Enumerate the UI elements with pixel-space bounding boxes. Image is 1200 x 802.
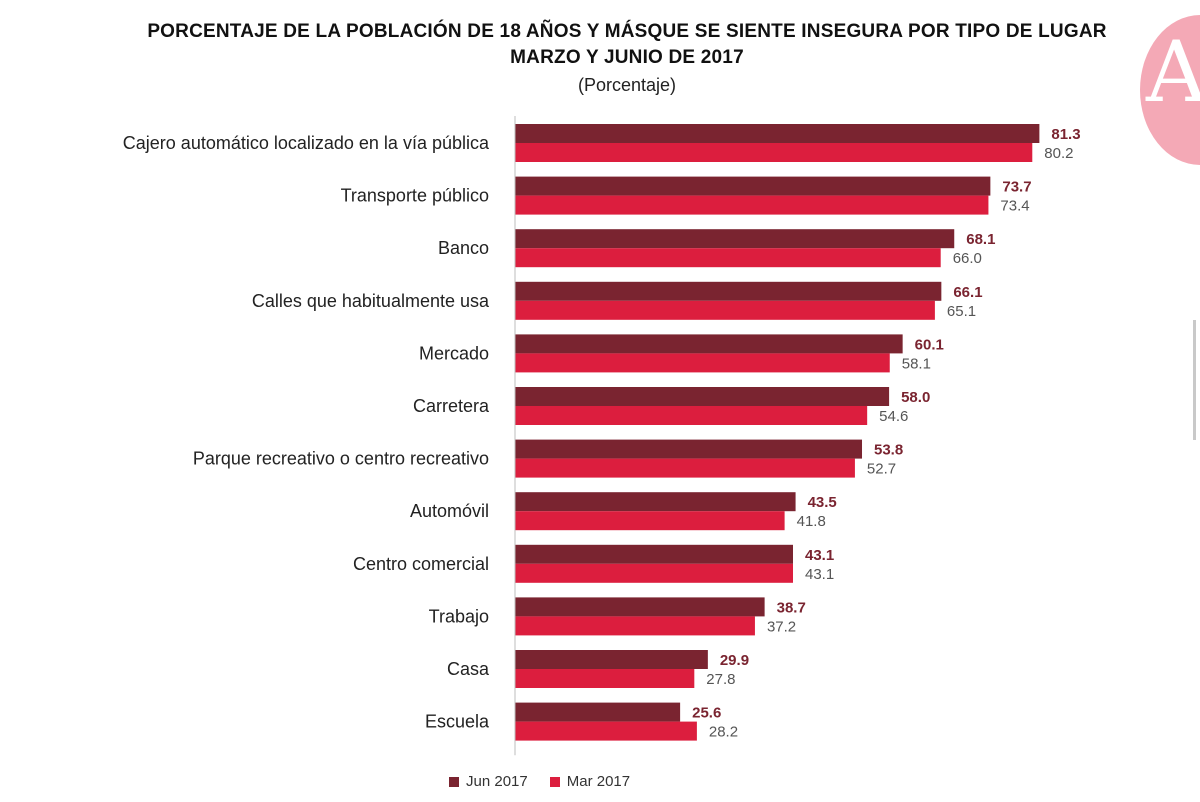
category-label-2: Banco bbox=[438, 238, 489, 258]
value-label-jun-5: 58.0 bbox=[901, 389, 930, 406]
bar-jun-3 bbox=[515, 281, 942, 301]
value-label-jun-3: 66.1 bbox=[953, 284, 982, 301]
value-label-mar-1: 73.4 bbox=[1000, 198, 1029, 215]
value-label-jun-11: 25.6 bbox=[692, 705, 721, 722]
value-label-mar-4: 58.1 bbox=[902, 355, 931, 372]
value-label-jun-0: 81.3 bbox=[1051, 126, 1080, 143]
bar-mar-4 bbox=[515, 353, 890, 373]
category-label-7: Automóvil bbox=[410, 501, 489, 521]
value-label-mar-11: 28.2 bbox=[709, 724, 738, 741]
value-label-jun-2: 68.1 bbox=[966, 231, 995, 248]
category-label-6: Parque recreativo o centro recreativo bbox=[193, 449, 489, 469]
value-label-mar-0: 80.2 bbox=[1044, 145, 1073, 162]
value-label-mar-10: 27.8 bbox=[706, 671, 735, 688]
bar-mar-0 bbox=[515, 143, 1033, 162]
bar-mar-5 bbox=[515, 406, 868, 425]
bar-mar-7 bbox=[515, 511, 785, 531]
legend-item-jun: Jun 2017 bbox=[449, 773, 528, 790]
legend-label-mar: Mar 2017 bbox=[566, 773, 631, 790]
value-label-jun-4: 60.1 bbox=[915, 336, 944, 353]
bar-jun-6 bbox=[515, 439, 863, 459]
value-label-mar-7: 41.8 bbox=[797, 513, 826, 530]
chart-title-line1: PORCENTAJE DE LA POBLACIÓN DE 18 AÑOS Y … bbox=[147, 21, 1107, 42]
category-label-9: Trabajo bbox=[429, 606, 489, 626]
legend-item-mar: Mar 2017 bbox=[549, 773, 631, 790]
value-label-mar-9: 37.2 bbox=[767, 618, 796, 635]
bar-jun-9 bbox=[515, 597, 765, 617]
bar-jun-11 bbox=[515, 702, 681, 722]
bar-mar-1 bbox=[515, 195, 989, 215]
bar-jun-8 bbox=[515, 544, 793, 564]
category-label-11: Escuela bbox=[425, 712, 490, 732]
chart-legend: Jun 2017 Mar 2017 bbox=[449, 773, 652, 790]
value-label-jun-8: 43.1 bbox=[805, 547, 834, 564]
bar-jun-10 bbox=[515, 650, 708, 669]
value-label-mar-2: 66.0 bbox=[953, 250, 982, 267]
bar-mar-10 bbox=[515, 669, 695, 688]
value-label-jun-1: 73.7 bbox=[1002, 179, 1031, 196]
value-label-mar-5: 54.6 bbox=[879, 408, 908, 425]
bar-mar-8 bbox=[515, 563, 793, 583]
category-label-4: Mercado bbox=[419, 343, 489, 363]
category-label-3: Calles que habitualmente usa bbox=[252, 291, 490, 311]
bar-jun-1 bbox=[515, 176, 991, 196]
category-label-0: Cajero automático localizado en la vía p… bbox=[123, 133, 490, 153]
bar-jun-2 bbox=[515, 229, 955, 249]
side-divider bbox=[1193, 320, 1196, 440]
value-label-mar-6: 52.7 bbox=[867, 461, 896, 478]
legend-swatch-jun bbox=[449, 776, 459, 787]
bar-mar-2 bbox=[515, 248, 941, 268]
category-label-1: Transporte público bbox=[341, 186, 489, 206]
value-label-mar-3: 65.1 bbox=[947, 303, 976, 320]
bar-jun-5 bbox=[515, 387, 890, 406]
value-label-mar-8: 43.1 bbox=[805, 566, 834, 583]
legend-label-jun: Jun 2017 bbox=[466, 773, 528, 790]
bar-mar-3 bbox=[515, 300, 935, 320]
value-label-jun-7: 43.5 bbox=[808, 494, 837, 511]
legend-swatch-mar bbox=[549, 776, 560, 787]
value-label-jun-9: 38.7 bbox=[777, 599, 806, 616]
bar-jun-7 bbox=[515, 492, 796, 512]
brand-logo-letter: A bbox=[1146, 23, 1200, 121]
bar-mar-6 bbox=[515, 458, 855, 478]
chart-title-line2: MARZO Y JUNIO DE 2017 bbox=[510, 47, 744, 68]
bar-mar-9 bbox=[515, 616, 755, 636]
value-label-jun-6: 53.8 bbox=[874, 442, 903, 459]
bar-jun-4 bbox=[515, 334, 903, 354]
category-label-5: Carretera bbox=[413, 396, 490, 416]
bar-mar-11 bbox=[515, 721, 697, 741]
category-label-8: Centro comercial bbox=[353, 554, 489, 574]
value-label-jun-10: 29.9 bbox=[720, 652, 749, 669]
chart-subtitle: (Porcentaje) bbox=[577, 75, 677, 95]
category-label-10: Casa bbox=[447, 659, 490, 679]
bar-jun-0 bbox=[515, 124, 1040, 143]
